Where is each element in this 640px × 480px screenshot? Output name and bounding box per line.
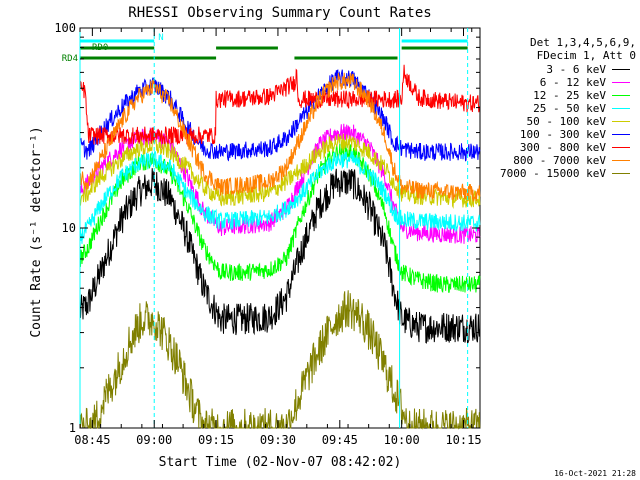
generation-timestamp: 16-Oct-2021 21:28 xyxy=(554,469,636,478)
axis-ticks: 08:45 09:00 09:15 09:30 09:45 10:00 10:15 1 10 10… xyxy=(54,21,481,447)
legend-entry: 800 - 7000 keV xyxy=(513,154,630,167)
series-line xyxy=(79,143,481,294)
legend-swatch xyxy=(612,160,630,161)
y-tick-label: 1 xyxy=(69,421,76,435)
series-line xyxy=(79,150,481,244)
state-bar-label: N xyxy=(158,33,163,43)
legend-swatch xyxy=(612,134,630,135)
legend-swatch xyxy=(612,69,630,70)
legend-entry: 100 - 300 keV xyxy=(520,128,630,141)
legend-entry-label: 3 - 6 keV xyxy=(546,63,606,76)
series-line xyxy=(79,64,480,146)
legend-swatch xyxy=(612,108,630,109)
series-line xyxy=(79,72,481,202)
legend-swatch xyxy=(612,121,630,122)
legend-entry: 300 - 800 keV xyxy=(520,141,630,154)
x-tick-label: 09:15 xyxy=(198,433,234,447)
legend-entry-label: 100 - 300 keV xyxy=(519,128,606,141)
legend-entry: 6 - 12 keV xyxy=(540,76,630,89)
legend-swatch xyxy=(612,95,630,96)
series-line xyxy=(79,168,481,344)
legend-entry-label: 7000 - 15000 keV xyxy=(500,167,606,180)
chart-title: RHESSI Observing Summary Count Rates xyxy=(128,5,431,21)
y-tick-label: 100 xyxy=(54,21,76,35)
legend-entry: 7000 - 15000 keV xyxy=(500,167,630,180)
state-bars: N RD0 RD4 xyxy=(62,33,468,64)
legend-header-1: Det 1,3,4,5,6,9, xyxy=(530,36,636,49)
legend-entry-label: 12 - 25 keV xyxy=(533,89,606,102)
legend-swatch xyxy=(612,82,630,83)
x-tick-label: 09:45 xyxy=(322,433,358,447)
x-tick-label: 10:00 xyxy=(384,433,420,447)
legend-entry: 50 - 100 keV xyxy=(527,115,630,128)
legend-entry: 12 - 25 keV xyxy=(533,89,630,102)
legend-entry: 3 - 6 keV xyxy=(546,63,630,76)
legend-swatch xyxy=(612,173,630,174)
x-tick-label: 09:30 xyxy=(260,433,296,447)
legend-entry-label: 25 - 50 keV xyxy=(533,102,606,115)
legend-entry: 25 - 50 keV xyxy=(533,102,630,115)
legend-entry-label: 50 - 100 keV xyxy=(526,115,606,128)
series-group xyxy=(79,64,481,430)
state-bar-label: RD4 xyxy=(62,54,78,64)
y-tick-label: 10 xyxy=(62,221,76,235)
legend-entry-label: 6 - 12 keV xyxy=(539,76,606,89)
x-tick-label: 10:15 xyxy=(445,433,481,447)
legend-header-2: FDecim 1, Att 0 xyxy=(536,49,636,62)
series-line xyxy=(79,290,481,430)
y-axis-label: Count Rate (s⁻¹ detector⁻¹) xyxy=(29,126,44,337)
legend-entry-label: 300 - 800 keV xyxy=(519,141,606,154)
legend-entry-label: 800 - 7000 keV xyxy=(513,154,606,167)
x-tick-label: 09:00 xyxy=(136,433,172,447)
x-axis-label: Start Time (02-Nov-07 08:42:02) xyxy=(159,455,402,470)
legend-swatch xyxy=(612,147,630,148)
state-bar-label: RD0 xyxy=(92,43,108,53)
x-tick-label: 08:45 xyxy=(74,433,110,447)
